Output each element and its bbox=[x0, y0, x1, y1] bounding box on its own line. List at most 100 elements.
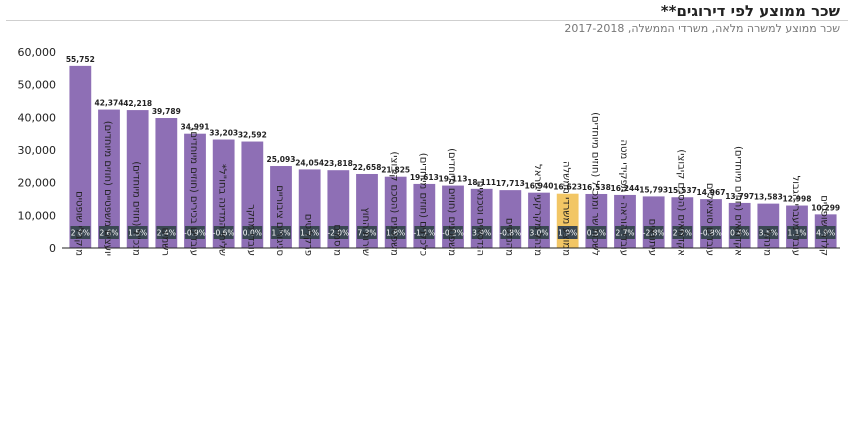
chart-subtitle: שכר ממוצע למשרה מלאה, משרדי הממשלה, 2017… bbox=[564, 22, 840, 35]
change-label: -0.9% bbox=[184, 229, 206, 238]
category-label: הנדסאים וטכנאים bbox=[475, 181, 486, 256]
change-box bbox=[70, 226, 91, 239]
change-box bbox=[815, 226, 836, 239]
y-tick-label: 0 bbox=[49, 242, 56, 255]
change-box bbox=[328, 226, 349, 239]
value-label: 21,825 bbox=[381, 166, 410, 175]
value-label: 34,991 bbox=[181, 123, 210, 132]
category-label: עובדי מעברי הגבול bbox=[790, 176, 801, 256]
change-label: 2.6% bbox=[99, 229, 118, 238]
change-label: -0.8% bbox=[700, 229, 722, 238]
value-label: 16,538 bbox=[582, 183, 611, 192]
category-label: מינהלי bbox=[761, 229, 772, 257]
change-label: 4.9% bbox=[816, 229, 835, 238]
value-label: 15,793 bbox=[639, 185, 668, 194]
change-box bbox=[213, 226, 234, 239]
value-label: 14,967 bbox=[697, 188, 726, 197]
change-label: 2.0% bbox=[71, 229, 90, 238]
y-tick-label: 60,000 bbox=[18, 46, 57, 59]
change-box bbox=[701, 226, 721, 239]
bar bbox=[98, 109, 120, 248]
category-label: ממוצע משרדי ממשלה bbox=[561, 161, 572, 256]
title-divider bbox=[6, 20, 848, 21]
change-box bbox=[443, 226, 463, 239]
value-label: 16,623 bbox=[553, 183, 582, 192]
change-box bbox=[299, 226, 320, 239]
bar bbox=[155, 118, 178, 248]
change-box bbox=[471, 226, 492, 239]
category-label: מנכ"ל (חוזים מיוחדים) bbox=[131, 161, 142, 256]
value-label: 19,613 bbox=[410, 173, 439, 182]
category-label: אקדמאים (חוזים מיוחדים) bbox=[733, 146, 744, 256]
change-label: 2.2% bbox=[673, 229, 692, 238]
value-label: 24,054 bbox=[295, 158, 324, 167]
change-label: -2.8% bbox=[643, 229, 665, 238]
change-label: 1.9% bbox=[558, 229, 577, 238]
change-label: 0.4% bbox=[730, 229, 749, 238]
change-label: 0.0% bbox=[243, 229, 262, 238]
value-label: 33,203 bbox=[209, 129, 238, 138]
category-label: מהנדסים bbox=[503, 218, 514, 256]
change-box bbox=[271, 226, 291, 239]
category-label: מוסמים bbox=[331, 224, 342, 256]
change-box bbox=[529, 226, 549, 239]
category-label: יועצים משפטיים (חוזים מיוחדים) bbox=[102, 121, 113, 256]
category-label: אקדמאים (הסכם קיבוצי) bbox=[675, 149, 686, 256]
change-label: 2.7% bbox=[615, 229, 634, 238]
change-label: -1.1% bbox=[413, 229, 435, 238]
change-label: 3.0% bbox=[529, 229, 548, 238]
value-label: 55,752 bbox=[66, 55, 95, 64]
y-tick-label: 40,000 bbox=[18, 111, 57, 124]
change-label: -2.0% bbox=[327, 229, 349, 238]
change-box bbox=[500, 226, 521, 239]
change-label: 1.1% bbox=[787, 229, 806, 238]
value-label: 32,592 bbox=[238, 131, 267, 140]
change-box bbox=[156, 226, 177, 239]
bar bbox=[212, 139, 235, 248]
value-label: 19,113 bbox=[439, 175, 468, 184]
change-box bbox=[185, 226, 205, 239]
change-box bbox=[385, 226, 406, 239]
category-label: כלכלנים (חוזים מיוחדים) bbox=[417, 153, 428, 256]
value-label: 42,218 bbox=[123, 99, 152, 108]
category-label: שירות החוץ bbox=[360, 207, 371, 256]
change-box bbox=[758, 226, 779, 239]
value-label: 42,374 bbox=[95, 99, 124, 108]
y-tick-label: 10,000 bbox=[18, 209, 57, 222]
change-label: 0.5% bbox=[587, 229, 606, 238]
change-label: 1.8% bbox=[386, 229, 405, 238]
change-box bbox=[127, 226, 148, 239]
value-label: 18,111 bbox=[467, 178, 496, 187]
change-label: 2.4% bbox=[157, 229, 176, 238]
bar bbox=[241, 141, 264, 248]
change-box bbox=[414, 226, 435, 239]
change-box bbox=[557, 226, 578, 239]
change-label: 1.5% bbox=[128, 229, 147, 238]
value-label: 12,998 bbox=[783, 195, 812, 204]
change-box bbox=[99, 226, 119, 239]
category-label: סניגורים ציבוריים bbox=[274, 185, 285, 256]
y-tick-label: 20,000 bbox=[18, 177, 57, 190]
category-label: עובדי הוראה - תפקידי מטה bbox=[618, 139, 629, 256]
value-label: 16,940 bbox=[525, 182, 554, 191]
category-label: מוקבלי שופטים bbox=[73, 191, 84, 256]
change-box bbox=[615, 226, 635, 239]
value-label: 22,658 bbox=[353, 163, 382, 172]
change-box bbox=[787, 226, 807, 239]
change-box bbox=[357, 226, 377, 239]
category-label: עובדי מחקר bbox=[245, 204, 256, 256]
category-label: עיתונאים bbox=[647, 219, 658, 256]
value-label: 15,537 bbox=[668, 186, 697, 195]
change-label: 3.5% bbox=[759, 229, 778, 238]
category-label: מנהל מקרקעי ישראל bbox=[532, 164, 543, 256]
y-tick-label: 50,000 bbox=[18, 79, 57, 92]
category-label: שליחי המדינה בחו"ל* bbox=[217, 164, 228, 256]
category-label: משפטנים (חוזים מיוחדים) bbox=[446, 148, 457, 256]
value-label: 23,818 bbox=[324, 159, 353, 168]
change-box bbox=[643, 226, 664, 239]
change-box bbox=[242, 226, 263, 239]
change-box bbox=[729, 226, 750, 239]
category-label: עובדים סוציאליים bbox=[704, 183, 715, 256]
